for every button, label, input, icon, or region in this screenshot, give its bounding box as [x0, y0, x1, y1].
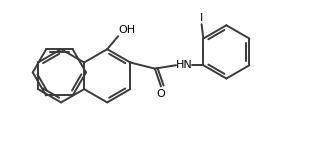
Text: I: I [200, 13, 203, 23]
Text: O: O [157, 89, 165, 99]
Text: OH: OH [119, 25, 136, 35]
Text: HN: HN [176, 60, 193, 70]
